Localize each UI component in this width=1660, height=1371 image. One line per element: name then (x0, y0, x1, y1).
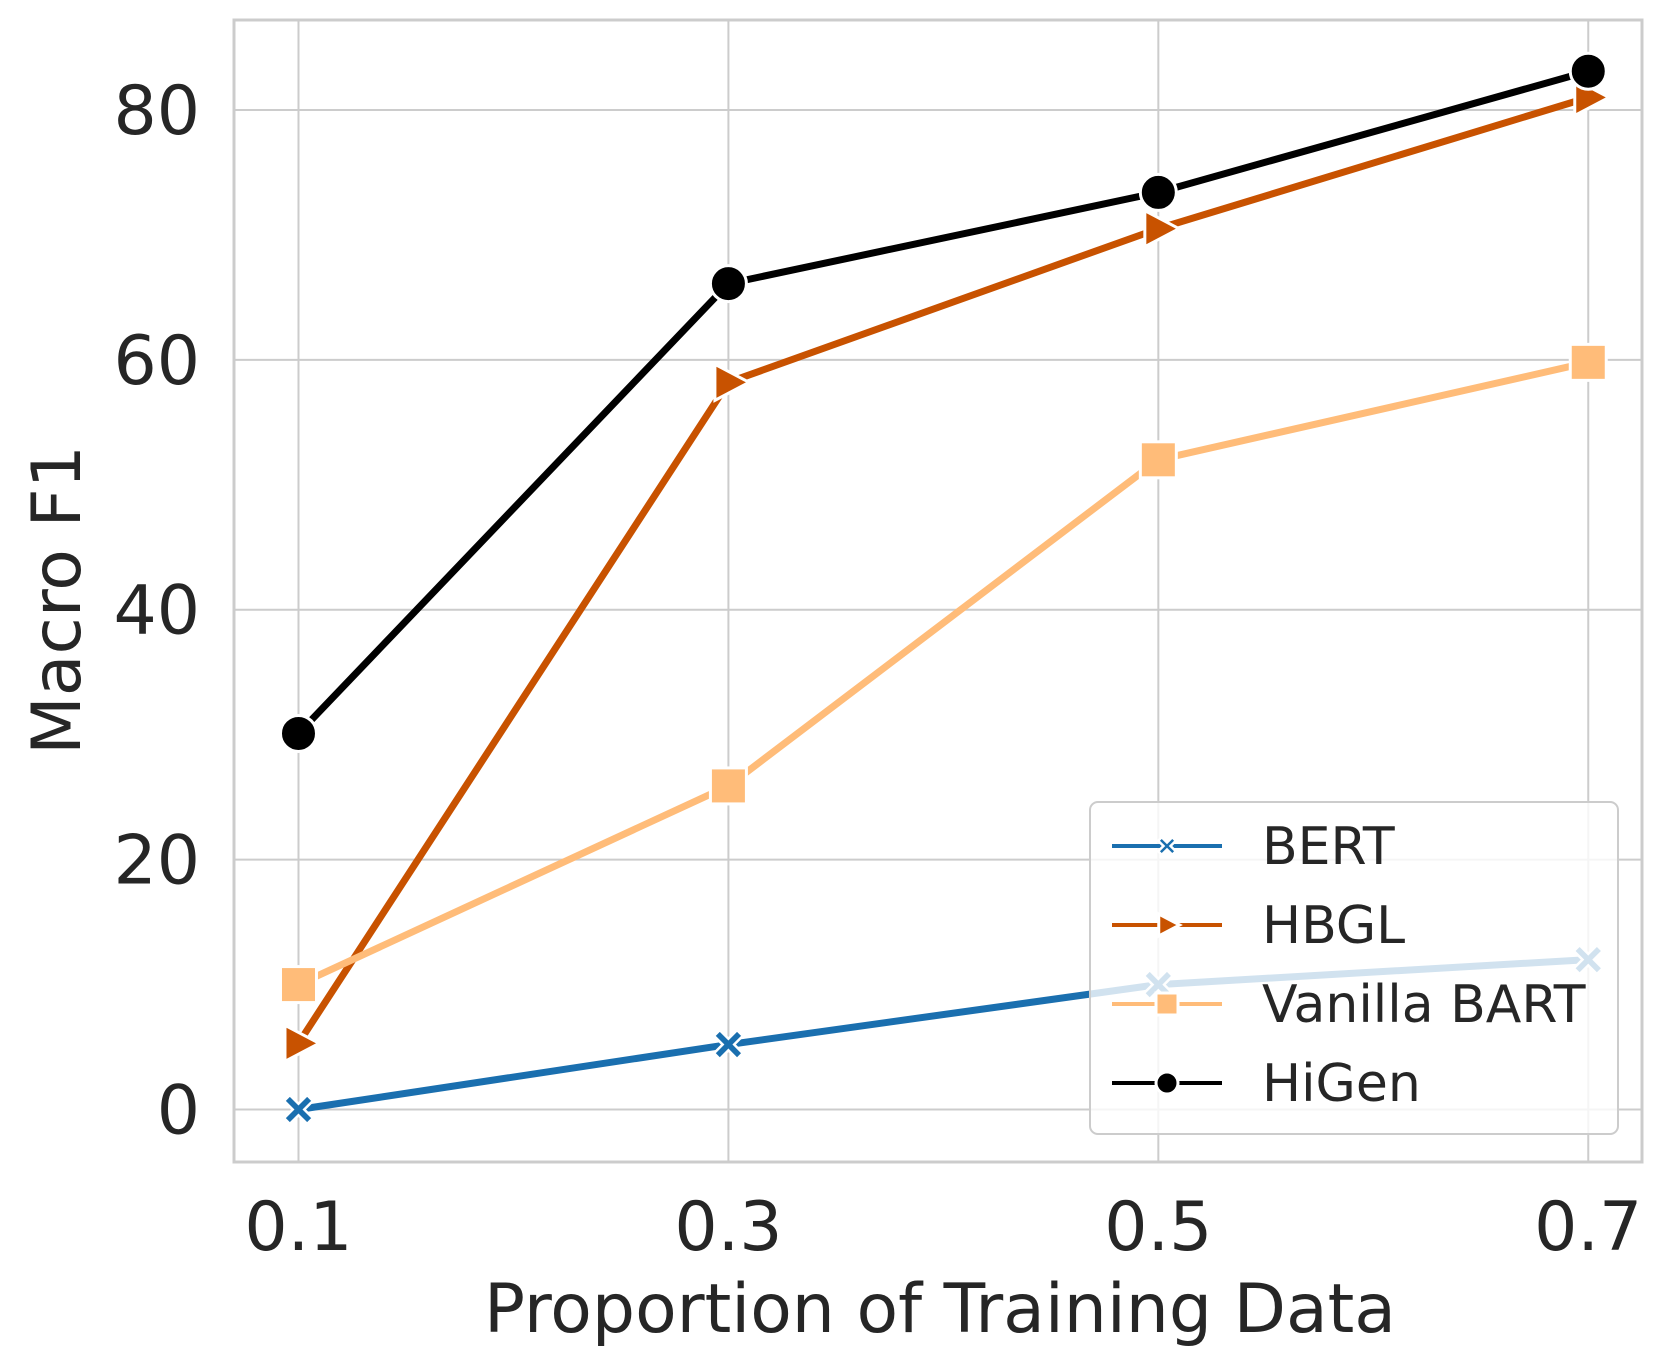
y-tick-label: 40 (113, 572, 200, 651)
data-point-higen (1568, 51, 1608, 91)
x-axis-label: Proportion of Training Data (484, 1270, 1396, 1349)
data-point-hbgl (283, 1022, 323, 1064)
legend-marker-hbgl (1157, 911, 1183, 939)
data-point-vanilla-bart (708, 766, 748, 806)
legend-label-bert: BERT (1262, 817, 1395, 877)
legend-item-higen: HiGen (1112, 1054, 1421, 1114)
series-vanilla-bart (278, 342, 1608, 1005)
y-tick-label: 20 (113, 822, 200, 901)
legend-item-vanilla-bart: Vanilla BART (1112, 975, 1586, 1035)
data-point-higen (278, 713, 318, 753)
series-line-hbgl (294, 93, 1592, 1047)
series-line-vanilla-bart (294, 358, 1592, 989)
legend-label-hbgl: HBGL (1262, 896, 1405, 956)
data-point-vanilla-bart (278, 965, 318, 1005)
legend-marker-higen (1154, 1070, 1180, 1096)
plot-frame (232, 18, 1644, 1164)
y-axis-label: Macro F1 (18, 445, 97, 755)
y-tick-label: 0 (157, 1072, 200, 1151)
data-point-bert (282, 1093, 315, 1126)
x-tick-label: 0.3 (674, 1188, 782, 1267)
series-higen (278, 51, 1608, 753)
data-point-bert (712, 1028, 745, 1061)
axes (232, 18, 1644, 1164)
legend-marker-vanilla-bart (1154, 991, 1180, 1017)
legend-box (1089, 801, 1619, 1135)
legend-item-hbgl: HBGL (1112, 896, 1405, 956)
data-point-hbgl (1143, 208, 1183, 250)
x-tick-label: 0.5 (1104, 1188, 1212, 1267)
data-point-higen (1138, 172, 1178, 212)
y-tick-label: 60 (113, 322, 200, 401)
tick-labels: 0.1 0.3 0.5 0.7 0 20 40 60 80 (113, 72, 1642, 1267)
legend-marker-bert (1156, 835, 1178, 857)
data-point-hbgl (713, 361, 753, 403)
legend-label-vanilla-bart: Vanilla BART (1262, 975, 1586, 1035)
y-tick-label: 80 (113, 72, 200, 151)
series-line-higen (294, 67, 1592, 737)
x-tick-label: 0.1 (244, 1188, 352, 1267)
data-point-vanilla-bart (1568, 342, 1608, 382)
data-point-vanilla-bart (1138, 440, 1178, 480)
legend-item-bert: BERT (1112, 817, 1395, 877)
legend-label-higen: HiGen (1262, 1054, 1421, 1114)
legend: BERT HBGL Vanilla BART HiGen (1089, 801, 1619, 1135)
data-point-higen (708, 264, 748, 304)
x-tick-label: 0.7 (1534, 1188, 1642, 1267)
